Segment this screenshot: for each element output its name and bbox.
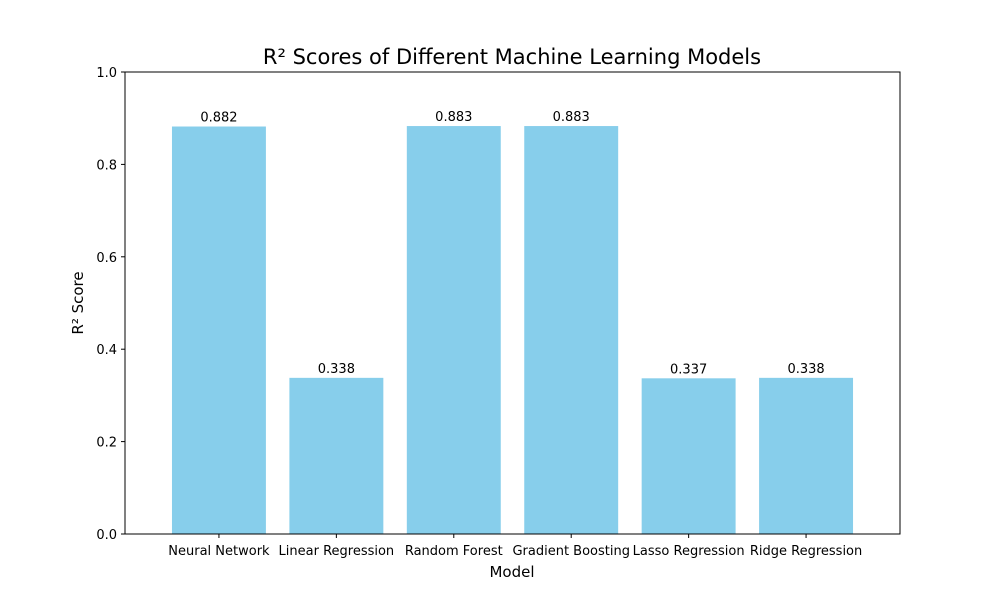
x-axis-label: Model [489, 563, 534, 581]
bar-3 [524, 126, 619, 534]
x-tick-label-2: Random Forest [405, 544, 503, 559]
x-tick-label-4: Lasso Regression [633, 544, 745, 559]
data-label-0: 0.882 [200, 111, 237, 126]
y-tick-label-2: 0.4 [96, 343, 117, 358]
y-tick-label-0: 0.0 [96, 528, 117, 543]
chart-title: R² Scores of Different Machine Learning … [263, 45, 761, 69]
x-tick-label-5: Ridge Regression [750, 544, 862, 559]
y-tick-label-3: 0.6 [96, 251, 117, 266]
y-tick-label-1: 0.2 [96, 436, 117, 451]
plot-frame [124, 71, 901, 535]
x-axis: Neural Network Linear Regression Random Fo… [168, 534, 862, 559]
y-axis-label: R² Score [69, 271, 87, 334]
x-tick-label-0: Neural Network [168, 544, 270, 559]
bar-1 [289, 377, 384, 534]
data-label-3: 0.883 [553, 110, 590, 125]
bar-5 [759, 377, 854, 534]
x-tick-label-1: Linear Regression [279, 544, 395, 559]
y-tick-label-4: 0.8 [96, 158, 117, 173]
data-label-1: 0.338 [318, 362, 355, 377]
bar-0 [171, 126, 266, 535]
bar-4 [641, 378, 736, 534]
bar-2 [406, 126, 501, 534]
data-labels-layer: 0.882 0.338 0.883 0.883 0.337 0.338 [200, 110, 824, 377]
bars-layer [171, 126, 854, 535]
y-tick-label-5: 1.0 [96, 66, 117, 81]
data-label-5: 0.338 [787, 362, 824, 377]
data-label-2: 0.883 [435, 110, 472, 125]
y-axis: 0.0 0.2 0.4 0.6 0.8 1.0 [96, 66, 125, 543]
x-tick-label-3: Gradient Boosting [512, 544, 630, 559]
data-label-4: 0.337 [670, 362, 707, 377]
